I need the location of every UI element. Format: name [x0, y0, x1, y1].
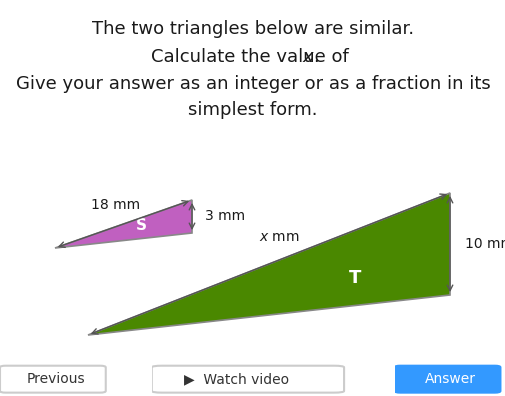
Text: Answer: Answer — [424, 372, 475, 386]
Polygon shape — [88, 193, 449, 335]
Text: 3 mm: 3 mm — [204, 209, 244, 223]
Text: Give your answer as an integer or as a fraction in its: Give your answer as an integer or as a f… — [16, 75, 489, 93]
Text: 18 mm: 18 mm — [91, 198, 140, 212]
Text: S: S — [135, 217, 146, 232]
Text: simplest form.: simplest form. — [188, 101, 317, 119]
Text: 10 mm: 10 mm — [464, 237, 505, 251]
FancyBboxPatch shape — [0, 366, 106, 393]
FancyBboxPatch shape — [394, 366, 499, 393]
Text: ▶  Watch video: ▶ Watch video — [184, 372, 289, 386]
Text: Previous: Previous — [26, 372, 85, 386]
Text: $x$.: $x$. — [301, 48, 318, 65]
Text: The two triangles below are similar.: The two triangles below are similar. — [92, 20, 413, 38]
Text: Calculate the value of: Calculate the value of — [151, 48, 354, 65]
Text: $x$ mm: $x$ mm — [258, 230, 299, 244]
FancyBboxPatch shape — [152, 366, 343, 393]
Polygon shape — [55, 200, 191, 248]
Text: T: T — [348, 269, 360, 287]
